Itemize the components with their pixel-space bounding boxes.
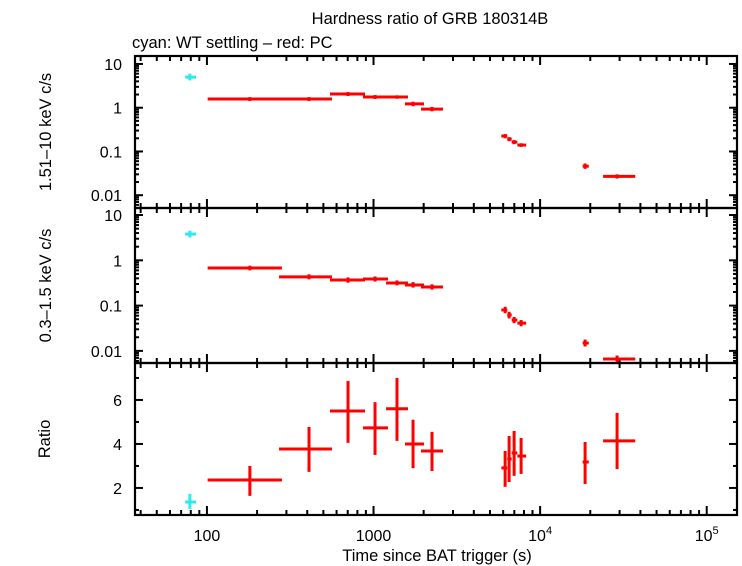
y-ticks bbox=[135, 62, 737, 206]
plot-panels: 10 1 0.1 0.01 1.51–10 keV c/s 10 1 0.1 0.01 0.3–1… bbox=[36, 54, 739, 517]
data-point-pc bbox=[279, 427, 332, 472]
data-point-pc bbox=[207, 97, 282, 102]
data-point-pc bbox=[207, 265, 282, 271]
y-tick-label: 4 bbox=[113, 437, 122, 454]
data-point-pc bbox=[507, 311, 512, 319]
data-point-pc bbox=[501, 134, 508, 139]
x-tick-label-exponent: 5 bbox=[713, 525, 719, 537]
chart-subtitle-legend: cyan: WT settling – red: PC bbox=[132, 34, 333, 52]
data-point-pc bbox=[501, 450, 508, 487]
data-point-pc bbox=[279, 97, 332, 102]
panel-ratio: 6 4 2 Ratio bbox=[36, 361, 739, 517]
data-point-pc bbox=[517, 143, 527, 147]
data-point-pc bbox=[603, 174, 636, 179]
data-point-pc bbox=[421, 431, 443, 472]
data-point-pc bbox=[511, 317, 518, 324]
data-point-pc bbox=[603, 355, 636, 363]
data-point-pc bbox=[507, 137, 512, 142]
data-point-pc bbox=[603, 412, 636, 470]
x-tick-label: 1000 bbox=[356, 528, 392, 545]
x-tick-label: 100 bbox=[194, 528, 221, 545]
x-tick-label: 104 bbox=[528, 525, 552, 545]
data-points bbox=[185, 377, 636, 509]
panel-hard: 10 1 0.1 0.01 1.51–10 keV c/s bbox=[37, 54, 739, 210]
data-point-pc bbox=[386, 280, 409, 286]
y-tick-label: 0.01 bbox=[91, 344, 122, 361]
y-tick-label: 0.1 bbox=[100, 144, 122, 161]
y-axis-label-soft: 0.3–1.5 keV c/s bbox=[37, 229, 55, 343]
y-tick-label: 0.01 bbox=[91, 188, 122, 205]
data-point-pc bbox=[511, 430, 518, 476]
x-axis-label: Time since BAT trigger (s) bbox=[342, 547, 531, 565]
data-point-wt-settling bbox=[185, 73, 197, 81]
data-point-pc bbox=[386, 377, 409, 441]
data-point-pc bbox=[279, 274, 332, 280]
panel-frame bbox=[133, 361, 739, 517]
data-point-pc bbox=[582, 441, 589, 484]
x-tick-label-base: 10 bbox=[695, 528, 713, 545]
y-tick-label: 1 bbox=[113, 253, 122, 270]
data-point-pc bbox=[404, 101, 425, 107]
y-tick-label: 10 bbox=[104, 57, 122, 74]
x-tick-labels: 100 1000 104 105 bbox=[194, 525, 719, 545]
data-point-pc bbox=[363, 276, 389, 282]
x-ticks bbox=[139, 56, 708, 208]
data-point-pc bbox=[421, 284, 443, 290]
x-ticks bbox=[139, 363, 708, 515]
x-tick-label: 105 bbox=[695, 525, 719, 545]
data-point-pc bbox=[511, 140, 518, 145]
y-tick-label: 2 bbox=[113, 481, 122, 498]
data-point-pc bbox=[363, 402, 389, 455]
data-points bbox=[185, 73, 636, 179]
x-tick-label-base: 10 bbox=[528, 528, 546, 545]
data-point-pc bbox=[507, 436, 512, 483]
y-ticks bbox=[135, 376, 737, 511]
data-point-wt-settling bbox=[185, 493, 197, 509]
x-tick-label-exponent: 4 bbox=[546, 525, 552, 537]
y-tick-label: 6 bbox=[113, 393, 122, 410]
data-point-pc bbox=[582, 163, 589, 169]
chart-title: Hardness ratio of GRB 180314B bbox=[312, 10, 549, 28]
data-point-pc bbox=[501, 306, 508, 314]
data-point-pc bbox=[330, 92, 366, 97]
data-point-wt-settling bbox=[185, 230, 197, 238]
data-points bbox=[185, 230, 636, 363]
y-axis-label-hard: 1.51–10 keV c/s bbox=[37, 73, 55, 191]
data-point-pc bbox=[517, 438, 527, 474]
y-axis-label-ratio: Ratio bbox=[36, 420, 54, 459]
panel-frame bbox=[133, 54, 739, 210]
data-point-pc bbox=[404, 419, 425, 469]
data-point-pc bbox=[517, 320, 527, 327]
data-point-pc bbox=[386, 95, 409, 99]
data-point-pc bbox=[363, 95, 389, 100]
y-tick-label: 0.1 bbox=[100, 299, 122, 316]
x-ticks bbox=[139, 208, 708, 363]
data-point-pc bbox=[421, 106, 443, 112]
data-point-pc bbox=[404, 282, 425, 288]
data-point-pc bbox=[207, 465, 282, 496]
y-tick-label: 1 bbox=[113, 101, 122, 118]
panel-soft: 10 1 0.1 0.01 0.3–1.5 keV c/s bbox=[37, 206, 739, 365]
data-point-pc bbox=[330, 277, 366, 283]
data-point-pc bbox=[330, 381, 366, 443]
y-tick-label: 10 bbox=[104, 208, 122, 225]
data-point-pc bbox=[582, 339, 589, 347]
